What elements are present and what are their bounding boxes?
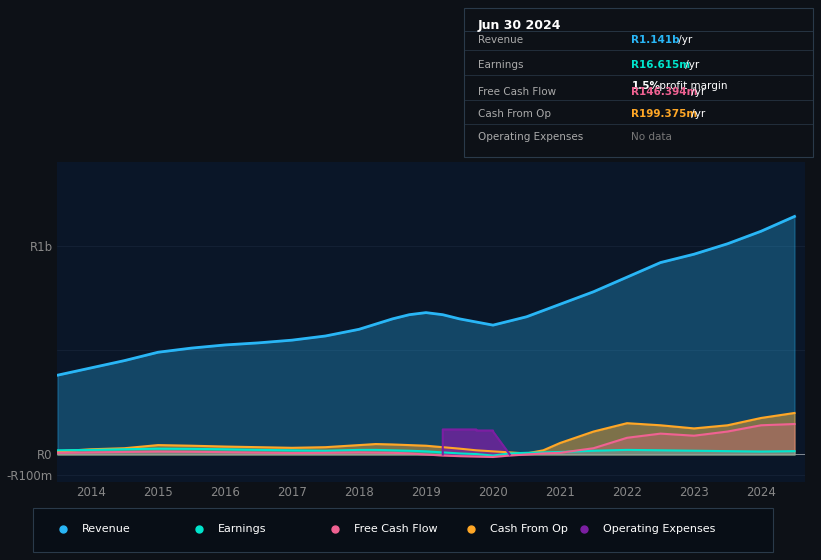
Text: R16.615m: R16.615m	[631, 60, 690, 71]
Text: Revenue: Revenue	[478, 35, 523, 45]
Text: /yr: /yr	[688, 109, 705, 119]
Text: 1.5%: 1.5%	[631, 81, 660, 91]
Text: /yr: /yr	[681, 60, 699, 71]
Text: /yr: /yr	[688, 87, 705, 97]
Text: Revenue: Revenue	[82, 524, 131, 534]
Text: /yr: /yr	[676, 35, 693, 45]
Text: Jun 30 2024: Jun 30 2024	[478, 19, 562, 32]
Text: Free Cash Flow: Free Cash Flow	[478, 87, 556, 97]
Text: Cash From Op: Cash From Op	[490, 524, 567, 534]
FancyBboxPatch shape	[33, 507, 773, 552]
Text: Cash From Op: Cash From Op	[478, 109, 551, 119]
Text: R199.375m: R199.375m	[631, 109, 698, 119]
Text: Operating Expenses: Operating Expenses	[603, 524, 715, 534]
Text: Earnings: Earnings	[478, 60, 523, 71]
Text: No data: No data	[631, 132, 672, 142]
Text: Free Cash Flow: Free Cash Flow	[354, 524, 438, 534]
Text: R1.141b: R1.141b	[631, 35, 680, 45]
Text: Operating Expenses: Operating Expenses	[478, 132, 583, 142]
Text: R146.394m: R146.394m	[631, 87, 698, 97]
Text: profit margin: profit margin	[656, 81, 727, 91]
Text: Earnings: Earnings	[218, 524, 266, 534]
